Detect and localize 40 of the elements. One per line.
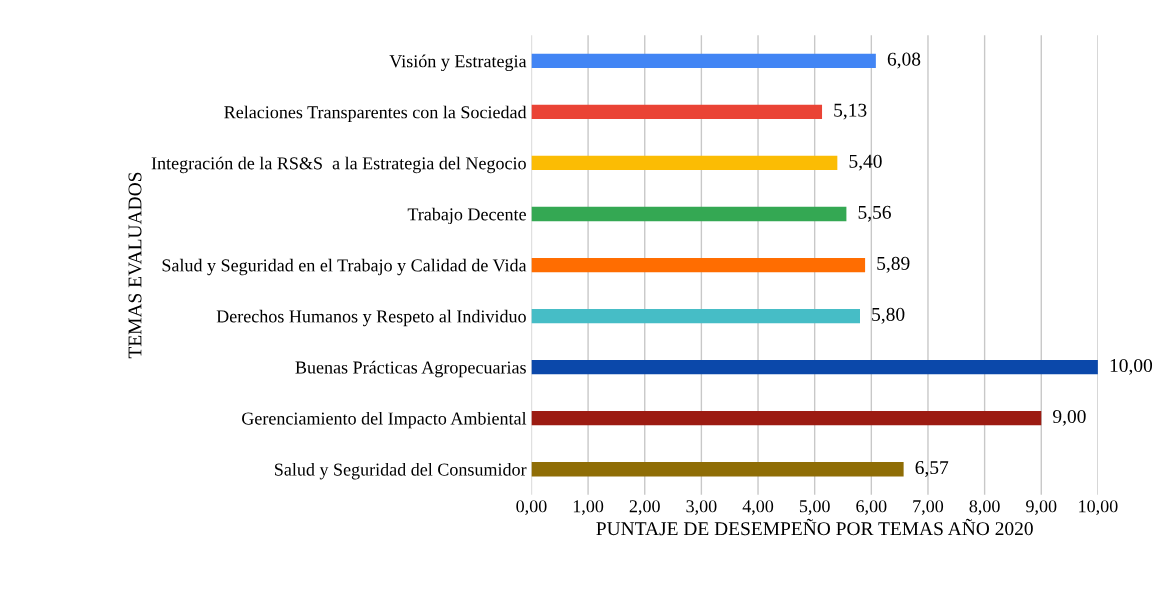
data-label: 5,56	[858, 205, 891, 222]
x-tick-label: 0,00	[516, 500, 547, 515]
x-tick-label: 10,00	[1079, 500, 1118, 515]
y-tick-label: Derechos Humanos y Respeto al Individuo	[216, 309, 526, 327]
y-tick-label: Integración de la RS&S a la Estrategia del Negocio	[151, 156, 526, 174]
x-tick-label: 9,00	[1026, 500, 1057, 515]
data-label: 9,00	[1053, 409, 1086, 426]
x-tick-label: 4,00	[742, 500, 774, 515]
y-tick-label: Visión y Estrategia	[389, 54, 527, 72]
y-tick-label: Trabajo Decente	[407, 207, 526, 225]
y-tick-label: Relaciones Transparentes con la Sociedad	[224, 105, 527, 123]
data-label: 5,40	[849, 154, 882, 171]
data-label: 5,89	[877, 256, 910, 273]
data-label: 6,57	[915, 461, 949, 477]
data-label: 5,13	[834, 103, 867, 120]
y-tick-label: Salud y Seguridad en el Trabajo y Calidad de Vida	[162, 258, 527, 276]
bar	[531, 308, 860, 324]
bar	[531, 104, 823, 120]
y-axis-title: TEMAS EVALUADOS	[128, 172, 142, 359]
x-tick-label: 6,00	[856, 500, 887, 515]
x-tick-label: 7,00	[913, 500, 944, 515]
x-tick-label: 3,00	[686, 500, 717, 515]
y-tick-label: Buenas Prácticas Agropecuarias	[295, 360, 526, 378]
x-tick-label: 8,00	[969, 500, 1000, 515]
x-tick-label: 2,00	[629, 500, 660, 515]
bar	[531, 360, 1098, 375]
data-label: 6,08	[887, 52, 921, 69]
data-label: 5,80	[872, 307, 905, 324]
bar	[531, 53, 876, 69]
bar	[531, 462, 904, 477]
bar	[531, 155, 838, 171]
bar	[531, 411, 1042, 426]
bar	[531, 257, 866, 273]
x-axis-title: PUNTAJE DE DESEMPEÑO POR TEMAS AÑO 2020	[596, 518, 1033, 536]
y-tick-label: Salud y Seguridad del Consumidor	[275, 462, 527, 480]
data-label: 10,00	[1110, 358, 1153, 375]
x-tick-label: 1,00	[573, 500, 604, 515]
bar	[531, 206, 847, 222]
y-tick-label: Gerenciamiento del Impacto Ambiental	[242, 411, 527, 429]
x-tick-label: 5,00	[799, 500, 830, 515]
